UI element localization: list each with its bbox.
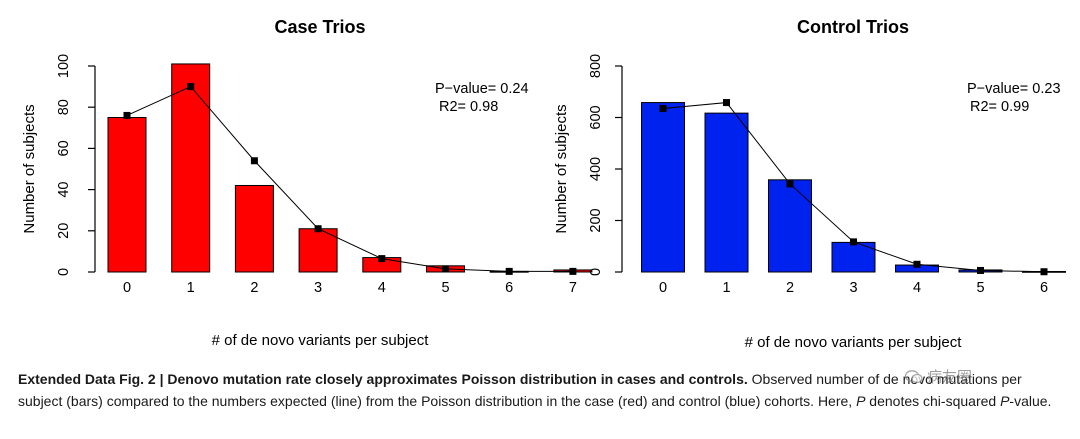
case-y-tick-label: 60 (56, 140, 72, 156)
control-x-tick-label: 5 (976, 280, 984, 296)
control-y-tick-label: 600 (588, 105, 604, 129)
case-expected-line (126, 85, 573, 272)
control-x-axis-label: # of de novo variants per subject (745, 334, 963, 351)
case-x-tick-label: 1 (187, 280, 195, 296)
control-expected-point (913, 260, 921, 268)
control-expected-point (723, 99, 730, 107)
case-y-tick-label: 40 (56, 182, 72, 198)
case-r2: R2= 0.98 (439, 99, 498, 115)
control-x-tick-label: 1 (722, 280, 730, 296)
case-expected-point (505, 267, 513, 275)
wechat-icon (904, 370, 923, 384)
control-x-tick-label: 0 (659, 280, 667, 296)
control-trios-panel: Control Trios 0 200 400 600 800 Number of subj… (553, 17, 1066, 351)
case-expected-point (314, 225, 322, 233)
case-y-tick-label: 0 (56, 268, 72, 276)
control-y-tick-label: 400 (588, 157, 604, 181)
caption-text-2: denotes chi-squared (865, 392, 1001, 409)
control-x-tick-label: 6 (1040, 280, 1048, 296)
control-y-axis-label: Number of subjects (553, 104, 570, 233)
case-x-tick-label: 0 (123, 280, 131, 296)
caption-text-3: -value. (1009, 392, 1052, 409)
case-x-tick-label: 3 (314, 280, 322, 296)
control-expected-point (850, 238, 857, 246)
watermark-text: 病友圈 (927, 369, 973, 386)
control-bar (641, 102, 685, 273)
control-expected-point (786, 180, 794, 188)
case-bar (234, 184, 274, 273)
control-y-tick-label: 800 (588, 54, 604, 78)
case-expected-point (250, 157, 258, 165)
case-p-value: P−value= 0.24 (435, 81, 529, 97)
control-x-tick-label: 4 (913, 280, 921, 296)
caption-text-1: Observed number of de novo mutations per… (18, 371, 1022, 409)
case-bar (171, 63, 211, 273)
caption-label: Extended Data Fig. 2 | Denovo mutation r… (18, 371, 748, 387)
control-expected-point (1040, 268, 1048, 276)
control-x-tick-label: 3 (849, 280, 857, 296)
control-expected-point (659, 104, 667, 112)
case-y-tick-label: 80 (56, 99, 72, 115)
watermark: 病友圈 (904, 366, 973, 387)
case-expected-point (123, 111, 131, 119)
control-p-value: P−value= 0.23 (967, 81, 1061, 97)
caption-p-symbol: P (856, 392, 866, 409)
control-y-tick-label: 0 (588, 268, 604, 276)
case-expected-point (569, 267, 577, 275)
case-x-axis-label: # of de novo variants per subject (212, 332, 430, 349)
case-y-tick-label: 100 (56, 54, 72, 78)
control-x-tick-label: 2 (786, 280, 794, 296)
case-chart-title: Case Trios (274, 17, 365, 37)
case-bar (107, 117, 147, 273)
control-r2: R2= 0.99 (970, 99, 1029, 115)
case-y-axis-label: Number of subjects (21, 104, 38, 233)
case-bar (298, 228, 338, 273)
figure-caption: Extended Data Fig. 2 | Denovo mutation r… (18, 369, 1063, 412)
control-bar (704, 112, 749, 273)
case-x-tick-label: 6 (505, 280, 513, 296)
control-y-tick-label: 200 (588, 208, 604, 232)
case-x-tick-label: 5 (441, 280, 449, 296)
case-x-tick-label: 4 (378, 280, 386, 296)
control-bar (768, 179, 812, 273)
case-y-tick-label: 20 (56, 223, 72, 239)
case-x-tick-label: 2 (250, 280, 258, 296)
case-x-tick-label: 7 (569, 280, 577, 296)
case-expected-point (442, 265, 449, 273)
case-expected-point (187, 83, 195, 91)
case-expected-point (378, 255, 386, 263)
control-chart-title: Control Trios (797, 17, 909, 37)
control-expected-point (977, 266, 984, 274)
caption-p-symbol-2: P (1000, 392, 1010, 409)
